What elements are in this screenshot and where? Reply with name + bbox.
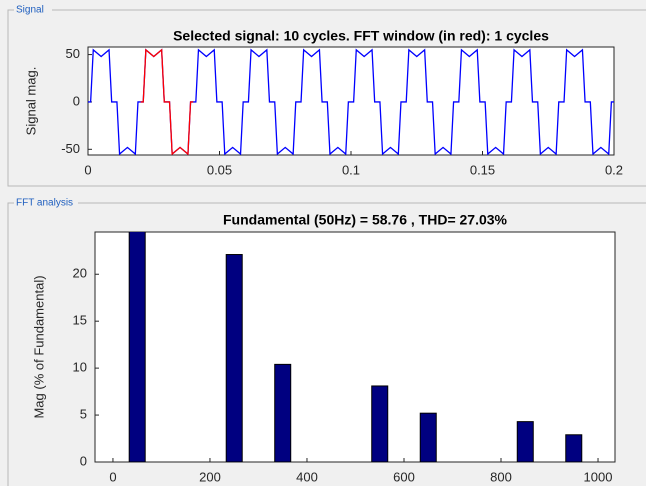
fft-panel [7, 202, 646, 486]
bar [516, 421, 534, 462]
bar [128, 232, 146, 462]
bar [419, 412, 437, 462]
x-tick-label: 400 [296, 469, 318, 484]
x-tick-label: 0.15 [470, 162, 495, 177]
bar [371, 385, 389, 462]
x-tick-label: 800 [490, 469, 512, 484]
x-tick-label: 0 [109, 469, 116, 484]
y-tick-label: 50 [66, 46, 80, 61]
panel-label-bg [14, 4, 52, 16]
x-tick-label: 0.05 [207, 162, 232, 177]
bar [565, 434, 583, 462]
y-tick-label: -50 [61, 141, 80, 156]
x-tick-label: 0.2 [605, 162, 623, 177]
x-tick-label: 0 [84, 162, 91, 177]
plot-area [87, 46, 615, 156]
plot [128, 232, 583, 462]
y-axis-label: Signal mag. [23, 67, 38, 136]
plot-area [94, 231, 616, 463]
y-tick-label: 20 [73, 266, 87, 281]
x-tick-label: 1000 [584, 469, 613, 484]
panel-label: Signal [16, 5, 44, 16]
y-tick-label: 0 [73, 93, 80, 108]
bar [274, 363, 292, 462]
chart-title: Selected signal: 10 cycles. FFT window (… [173, 28, 549, 44]
chart-title: Fundamental (50Hz) = 58.76 , THD= 27.03% [223, 212, 508, 228]
panel-label-bg [14, 197, 78, 209]
y-axis-label: Mag (% of Fundamental) [31, 275, 46, 418]
signal-panel [7, 9, 646, 187]
panel-label: FFT analysis [16, 198, 73, 209]
x-tick-label: 600 [393, 469, 415, 484]
y-tick-label: 15 [73, 313, 87, 328]
y-tick-label: 5 [80, 406, 87, 421]
y-tick-label: 0 [80, 453, 87, 468]
bar [225, 254, 243, 462]
plot [88, 48, 614, 155]
x-tick-label: 200 [199, 469, 221, 484]
x-tick-label: 0.1 [342, 162, 360, 177]
signal-line [140, 48, 194, 155]
y-tick-label: 10 [73, 360, 87, 375]
